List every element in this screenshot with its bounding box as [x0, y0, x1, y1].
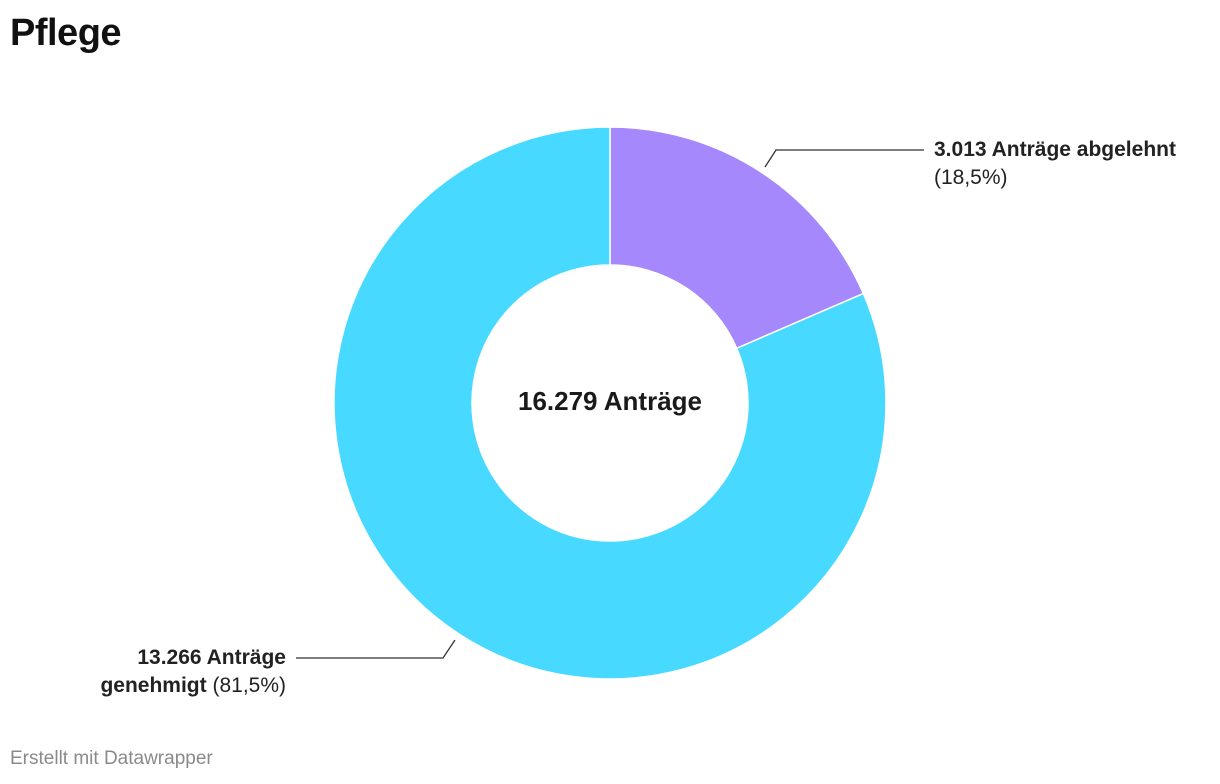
slice-label-approved: 13.266 Anträge genehmigt (81,5%) [40, 644, 286, 700]
donut-slice-approved [333, 126, 887, 680]
approved-count-label-line2: genehmigt [100, 674, 207, 697]
donut-slice-rejected [609, 126, 865, 350]
rejected-count-label: 3.013 Anträge abgelehnt [934, 138, 1176, 161]
leader-line-rejected [764, 149, 924, 168]
leader-line-approved [296, 639, 456, 659]
donut-center-total: 16.279 Anträge [517, 386, 703, 416]
approved-count-label: 13.266 Anträge [137, 646, 286, 669]
slice-label-rejected: 3.013 Anträge abgelehnt (18,5%) [934, 136, 1214, 192]
footer-credit: Erstellt mit Datawrapper [10, 748, 213, 769]
chart-title: Pflege [10, 12, 122, 54]
rejected-percent-label: (18,5%) [934, 166, 1008, 189]
approved-percent-label: (81,5%) [212, 674, 286, 697]
donut-slices [333, 126, 887, 680]
